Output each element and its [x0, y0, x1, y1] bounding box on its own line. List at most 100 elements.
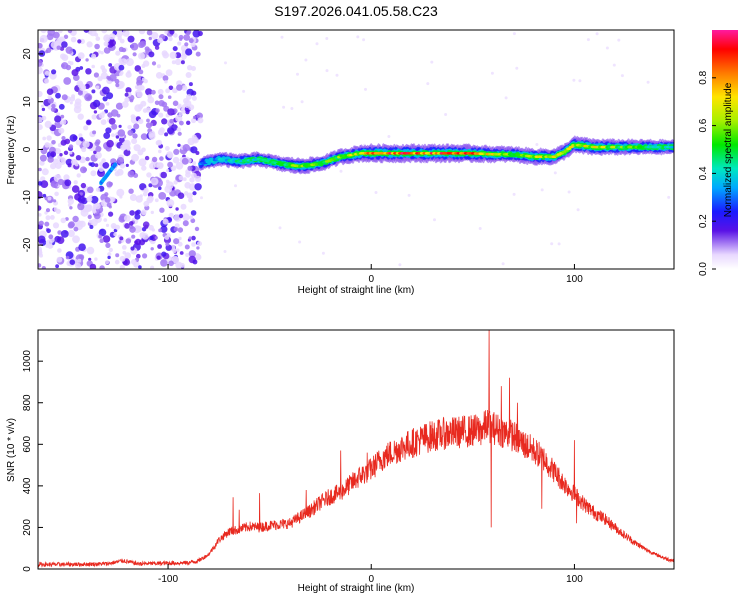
noise-point	[72, 235, 80, 244]
spectrogram-y-ticks: -20 -10 0 10 20	[22, 48, 43, 252]
noise-point	[53, 199, 57, 203]
noise-point	[118, 124, 122, 128]
noise-point	[130, 114, 136, 119]
snr-y-tick-label: 400	[22, 477, 33, 494]
noise-point	[81, 146, 87, 153]
noise-point	[45, 215, 51, 221]
noise-point	[44, 120, 52, 128]
noise-point	[78, 243, 86, 251]
noise-point	[67, 30, 73, 34]
colorbar: 0.0 0.2 0.4 0.6 0.8 Normalized spectral ampl…	[698, 30, 738, 276]
noise-point	[69, 134, 78, 142]
noise-point	[57, 143, 62, 148]
noise-point	[83, 125, 89, 131]
noise-point	[595, 32, 599, 36]
noise-point	[63, 34, 69, 39]
noise-point	[191, 117, 197, 124]
noise-scatter	[38, 30, 671, 269]
noise-point	[296, 72, 299, 76]
noise-point	[140, 133, 148, 141]
noise-point	[125, 238, 132, 244]
noise-point	[160, 225, 168, 233]
noise-point	[77, 39, 82, 44]
noise-point	[339, 169, 343, 173]
spectrogram-x-ticks: -100 0 100	[158, 264, 583, 285]
noise-point	[99, 265, 105, 269]
noise-point	[90, 162, 96, 168]
noise-point	[144, 155, 150, 161]
noise-point	[174, 52, 182, 59]
snr-frame	[37, 329, 675, 570]
noise-point	[60, 230, 69, 238]
noise-point	[41, 115, 47, 121]
noise-point	[150, 247, 154, 251]
noise-point	[53, 31, 60, 39]
noise-point	[298, 240, 302, 244]
noise-point	[115, 50, 121, 56]
noise-point	[93, 212, 101, 220]
noise-point	[567, 190, 571, 194]
noise-point	[143, 187, 149, 193]
spectrogram-x-tick-label: 100	[566, 274, 583, 285]
noise-point	[80, 182, 87, 189]
noise-point	[223, 250, 227, 253]
noise-point	[159, 156, 164, 161]
snr-y-tick-label: 0	[22, 566, 33, 572]
noise-point	[107, 252, 112, 257]
noise-point	[197, 30, 203, 37]
noise-point	[38, 59, 43, 67]
noise-point	[94, 43, 100, 50]
noise-point	[111, 123, 118, 130]
noise-point	[124, 252, 131, 259]
noise-point	[146, 196, 153, 204]
noise-point	[557, 242, 561, 246]
noise-point	[160, 171, 167, 179]
noise-point	[48, 234, 54, 240]
noise-point	[108, 211, 114, 217]
noise-point	[138, 30, 146, 35]
noise-point	[182, 220, 189, 227]
noise-point	[105, 102, 110, 106]
noise-point	[512, 192, 516, 196]
noise-point	[304, 58, 308, 62]
noise-point	[38, 42, 43, 49]
noise-point	[108, 63, 113, 67]
noise-point	[141, 209, 147, 216]
noise-point	[646, 80, 650, 84]
noise-point	[444, 113, 448, 116]
noise-point	[107, 76, 112, 81]
noise-point	[84, 93, 93, 102]
noise-point	[132, 52, 137, 57]
noise-point	[119, 72, 123, 76]
noise-point	[41, 107, 46, 112]
noise-point	[64, 179, 72, 187]
noise-point	[194, 183, 202, 191]
noise-point	[42, 193, 47, 198]
noise-point	[178, 175, 184, 181]
noise-point	[55, 92, 61, 99]
noise-point	[224, 61, 227, 65]
noise-point	[58, 103, 65, 110]
noise-point	[192, 161, 197, 166]
noise-point	[172, 100, 179, 107]
noise-point	[426, 82, 430, 86]
noise-point	[572, 78, 576, 82]
noise-point	[167, 95, 172, 99]
noise-point	[148, 36, 152, 41]
noise-point	[75, 139, 82, 146]
noise-point	[94, 33, 99, 37]
noise-point	[189, 215, 194, 220]
noise-point	[115, 83, 120, 88]
noise-point	[189, 177, 195, 183]
noise-point	[69, 206, 73, 210]
noise-point	[119, 236, 124, 241]
noise-point	[118, 137, 125, 144]
noise-point	[127, 129, 134, 136]
noise-point	[61, 41, 68, 48]
noise-point	[181, 157, 189, 165]
noise-point	[177, 131, 182, 136]
noise-point	[46, 33, 54, 41]
noise-point	[173, 226, 179, 232]
noise-point	[124, 97, 130, 103]
noise-point	[175, 207, 179, 211]
